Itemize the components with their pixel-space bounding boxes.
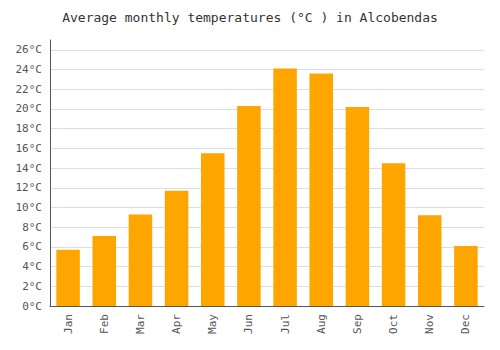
svg-text:14°C: 14°C	[16, 162, 43, 175]
svg-text:Nov: Nov	[423, 314, 436, 334]
svg-text:May: May	[206, 314, 219, 334]
svg-text:6°C: 6°C	[22, 240, 42, 253]
svg-text:12°C: 12°C	[16, 181, 43, 194]
svg-text:24°C: 24°C	[16, 63, 43, 76]
svg-text:Feb: Feb	[98, 314, 111, 334]
svg-text:2°C: 2°C	[22, 280, 42, 293]
svg-text:Mar: Mar	[134, 314, 147, 334]
svg-text:20°C: 20°C	[16, 102, 43, 115]
svg-text:4°C: 4°C	[22, 260, 42, 273]
svg-text:Dec: Dec	[459, 314, 472, 334]
svg-text:Jul: Jul	[279, 314, 292, 334]
svg-text:16°C: 16°C	[16, 142, 43, 155]
svg-text:18°C: 18°C	[16, 122, 43, 135]
svg-text:22°C: 22°C	[16, 83, 43, 96]
svg-text:Oct: Oct	[387, 314, 400, 334]
svg-text:Jun: Jun	[242, 314, 255, 334]
svg-text:Jan: Jan	[62, 314, 75, 334]
svg-text:Apr: Apr	[170, 314, 183, 334]
svg-text:Sep: Sep	[351, 314, 364, 334]
svg-text:10°C: 10°C	[16, 201, 43, 214]
svg-text:26°C: 26°C	[16, 43, 43, 56]
svg-text:8°C: 8°C	[22, 221, 42, 234]
svg-text:Aug: Aug	[315, 314, 328, 334]
svg-text:Average monthly temperatures (: Average monthly temperatures (°C ) in Al…	[62, 10, 438, 25]
svg-text:0°C: 0°C	[22, 300, 42, 313]
